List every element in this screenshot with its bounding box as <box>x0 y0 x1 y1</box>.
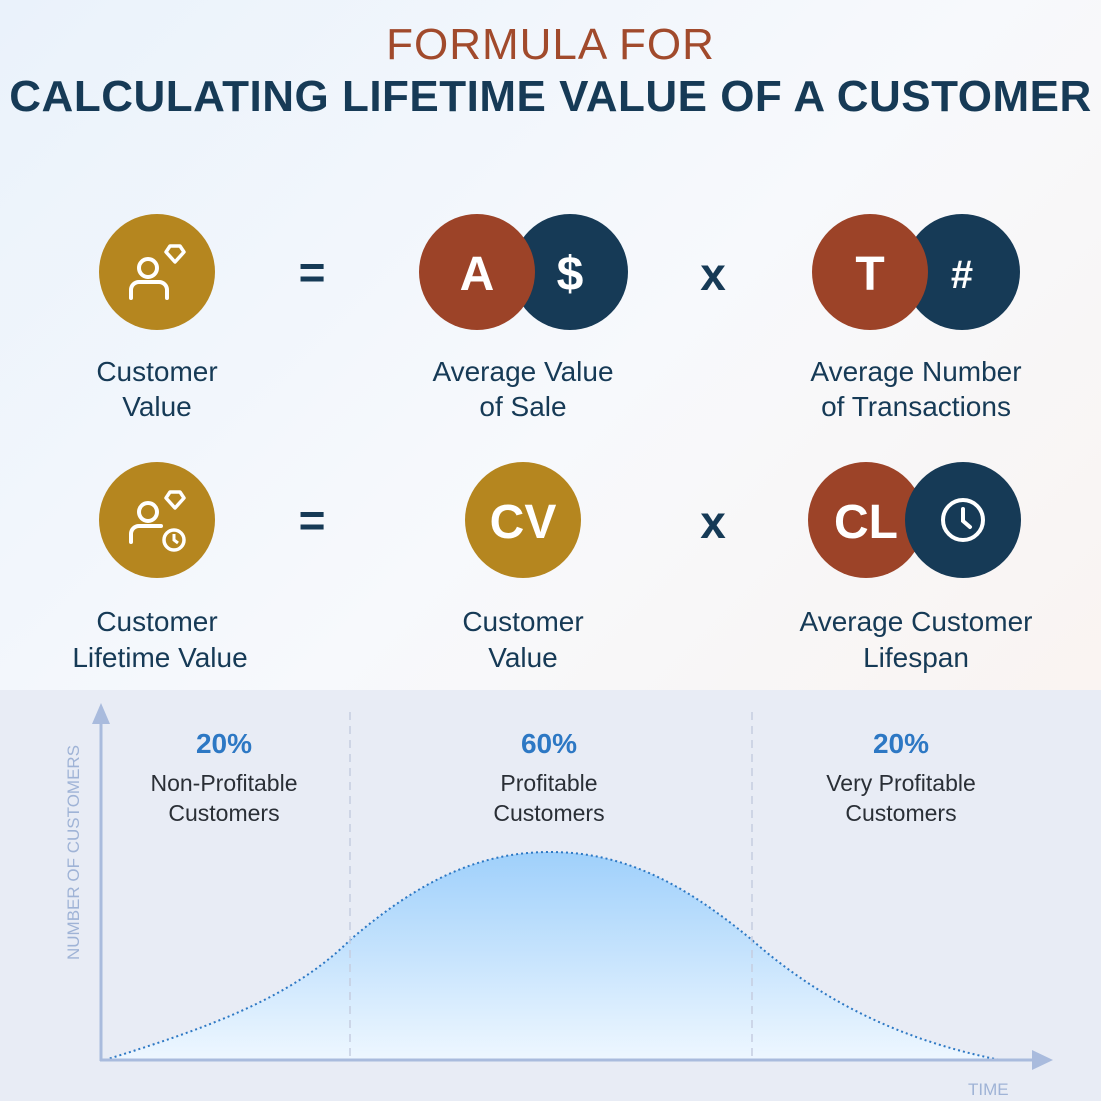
letter-t: T <box>855 248 884 301</box>
letters-cv: CV <box>490 496 557 549</box>
clv-label-1: Customer <box>96 606 217 637</box>
segment-1-percent: 20% <box>196 728 252 759</box>
dollar-icon: $ <box>557 248 584 301</box>
title-line-2: CALCULATING LIFETIME VALUE OF A CUSTOMER <box>9 72 1092 121</box>
equals-sign-2: = <box>299 494 326 546</box>
equals-sign: = <box>299 246 326 298</box>
segment-3-label-2: Customers <box>845 800 956 826</box>
cv-label-1: Customer <box>462 606 583 637</box>
lifespan-label-2: Lifespan <box>863 642 969 673</box>
segment-1-label-2: Customers <box>168 800 279 826</box>
avg-transactions-label-1: Average Number <box>810 356 1021 387</box>
customer-value-icon <box>99 214 215 330</box>
customer-lifespan-icon: CL <box>808 462 1021 578</box>
hash-icon: # <box>951 253 973 297</box>
average-transactions-icon: T # <box>812 214 1020 330</box>
x-axis-label: TIME <box>968 1080 1009 1099</box>
segment-3-label-1: Very Profitable <box>826 770 976 796</box>
avg-value-label-2: of Sale <box>479 391 566 422</box>
letters-cl: CL <box>834 496 898 549</box>
customer-value-circle: CV <box>465 462 581 578</box>
cv-label-2: Value <box>488 642 558 673</box>
customer-lifetime-value-icon <box>99 462 215 578</box>
y-axis-label: NUMBER OF CUSTOMERS <box>64 745 83 960</box>
customer-value-label-1: Customer <box>96 356 217 387</box>
y-axis <box>92 703 110 1061</box>
segment-2-percent: 60% <box>521 728 577 759</box>
segment-1-label-1: Non-Profitable <box>150 770 297 796</box>
lifespan-label-1: Average Customer <box>800 606 1033 637</box>
avg-transactions-label-2: of Transactions <box>821 391 1011 422</box>
segment-3-percent: 20% <box>873 728 929 759</box>
multiply-sign: x <box>700 248 726 300</box>
customer-value-label-2: Value <box>122 391 192 422</box>
x-axis <box>100 1050 1053 1070</box>
title-line-1: FORMULA FOR <box>386 20 715 69</box>
avg-value-label-1: Average Value <box>432 356 613 387</box>
multiply-sign-2: x <box>700 496 726 548</box>
letter-a: A <box>460 248 495 301</box>
distribution-area <box>105 852 1000 1060</box>
segment-2-label-2: Customers <box>493 800 604 826</box>
clock-icon <box>941 498 985 542</box>
segment-2-label-1: Profitable <box>500 770 597 796</box>
clv-label-2: Lifetime Value <box>72 642 247 673</box>
average-value-of-sale-icon: A $ <box>419 214 628 330</box>
